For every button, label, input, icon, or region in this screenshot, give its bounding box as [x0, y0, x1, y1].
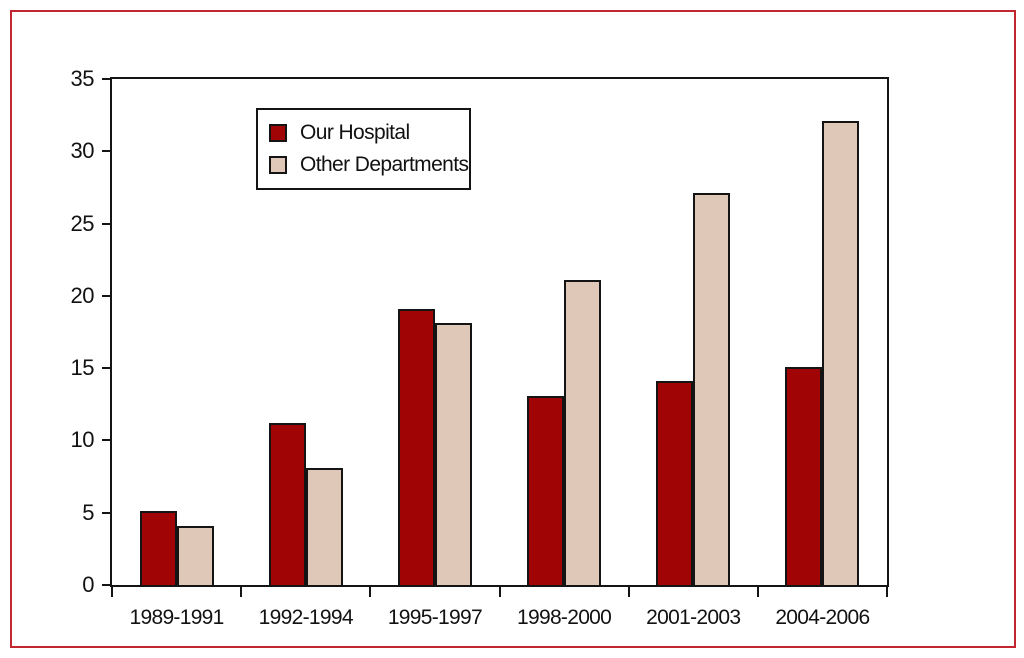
y-axis-tick-label: 0: [82, 572, 94, 597]
figure-border: Our Hospital Other Departments 0 5 10 15 20 2…: [10, 10, 1016, 648]
legend-label-other-departments: Other Departments: [300, 153, 469, 176]
bar-our-hospital-1989-1991: [139, 511, 177, 585]
bar-other-departments-1995-1997: [434, 323, 472, 585]
x-axis-tick: [111, 587, 113, 597]
legend-label-our-hospital: Our Hospital: [300, 121, 410, 144]
y-axis-tick-label: 30: [70, 138, 95, 164]
y-axis-tick: [102, 294, 110, 297]
y-axis-tick: [102, 439, 110, 442]
x-axis-tick: [499, 587, 501, 597]
y-axis-tick: [102, 78, 110, 80]
x-axis-tick-label: 1992-1994: [258, 606, 354, 629]
y-axis-tick-label: 10: [70, 427, 95, 453]
y-axis-tick: [102, 150, 110, 153]
bar-our-hospital-2004-2006: [785, 367, 823, 585]
legend-swatch-our-hospital: [269, 124, 287, 142]
bar-other-departments-2004-2006: [822, 121, 860, 585]
y-axis-tick: [102, 584, 110, 586]
y-axis-tick: [102, 511, 110, 514]
bar-our-hospital-1995-1997: [397, 309, 435, 585]
bar-other-departments-1992-1994: [305, 468, 343, 585]
x-axis-tick-label: 1998-2000: [517, 606, 612, 629]
x-axis-tick: [240, 587, 242, 597]
legend: Our Hospital Other Departments: [256, 108, 471, 190]
x-axis-tick: [369, 587, 371, 597]
x-axis-tick: [628, 587, 630, 597]
x-axis-tick-label: 1995-1997: [387, 606, 483, 629]
legend-swatch-other-departments: [269, 156, 287, 174]
x-axis-tick: [886, 587, 888, 597]
bar-other-departments-1989-1991: [176, 526, 214, 585]
y-axis-tick-label: 35: [70, 66, 95, 91]
y-axis-tick: [102, 367, 110, 370]
x-axis-tick: [757, 587, 759, 597]
plot-area: Our Hospital Other Departments 0 5 10 15 20 2…: [71, 66, 889, 629]
x-axis-tick-label: 1989-1991: [129, 606, 225, 629]
legend-item: Our Hospital: [269, 121, 469, 145]
bar-our-hospital-1998-2000: [527, 396, 565, 585]
y-axis-tick-label: 20: [70, 282, 95, 308]
bar-other-departments-2001-2003: [693, 193, 731, 585]
x-axis-tick-label: 2001-2003: [646, 606, 741, 629]
bar-our-hospital-2001-2003: [656, 381, 694, 585]
y-axis-tick-label: 5: [82, 499, 94, 525]
legend-item: Other Departments: [269, 153, 469, 177]
y-axis-tick-label: 25: [70, 210, 95, 236]
bar-our-hospital-1992-1994: [268, 423, 306, 585]
y-axis-tick: [102, 222, 110, 225]
x-axis-tick-label: 2004-2006: [775, 606, 870, 629]
bar-other-departments-1998-2000: [564, 280, 602, 585]
y-axis-tick-label: 15: [70, 355, 95, 381]
